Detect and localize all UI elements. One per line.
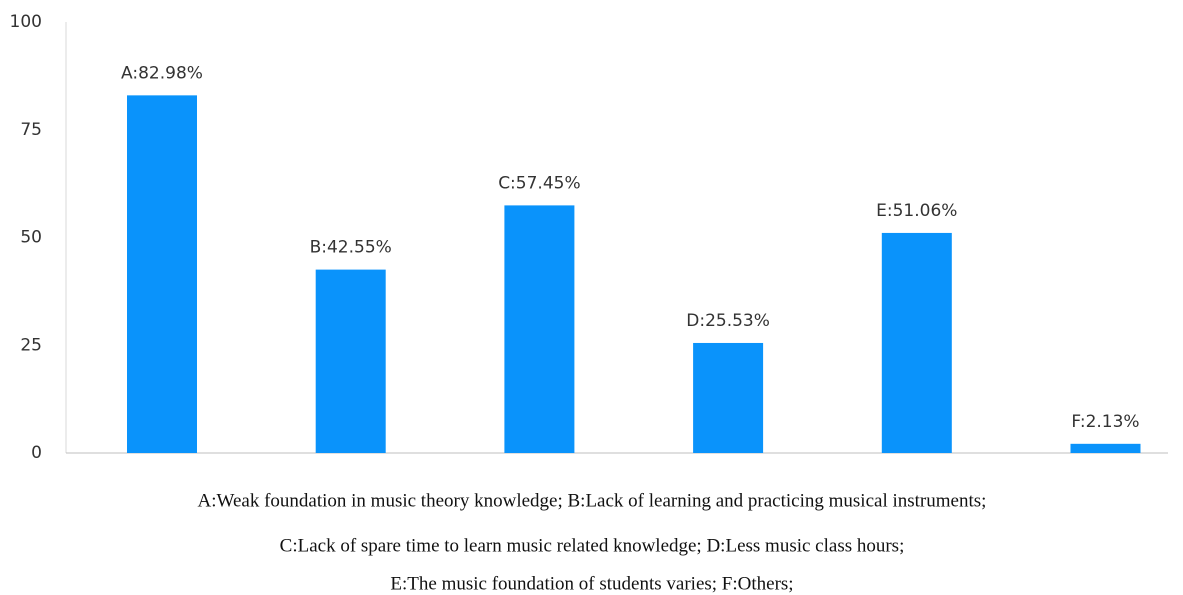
bar xyxy=(1070,443,1141,453)
bar xyxy=(881,232,952,453)
caption-line: C:Lack of spare time to learn music rela… xyxy=(280,535,905,556)
caption-line: A:Weak foundation in music theory knowle… xyxy=(198,490,987,511)
bar xyxy=(127,95,197,453)
caption-line: E:The music foundation of students varie… xyxy=(390,573,793,594)
bar xyxy=(504,205,575,453)
data-label: C:57.45% xyxy=(498,173,580,193)
data-label: E:51.06% xyxy=(876,201,957,221)
y-tick-label: 0 xyxy=(31,443,42,463)
y-tick-label: 50 xyxy=(20,228,42,248)
bar xyxy=(693,342,764,453)
data-label: A:82.98% xyxy=(121,63,203,83)
y-tick-label: 25 xyxy=(20,335,42,355)
bar xyxy=(315,269,386,453)
data-label: B:42.55% xyxy=(310,238,392,258)
y-tick-label: 100 xyxy=(10,12,42,32)
data-label: D:25.53% xyxy=(686,311,770,331)
data-label: F:2.13% xyxy=(1071,412,1139,432)
y-tick-label: 75 xyxy=(20,120,42,140)
